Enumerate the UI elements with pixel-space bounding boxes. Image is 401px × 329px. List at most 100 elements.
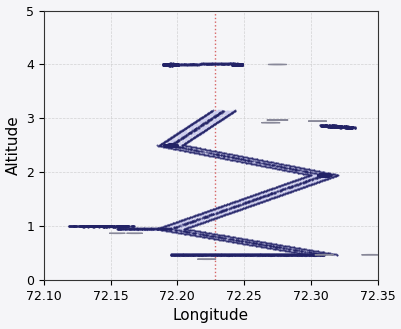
Point [254,243,261,248]
Point [220,253,226,258]
Point [178,145,185,150]
Point [167,144,173,149]
Point [206,252,212,258]
Point [170,252,176,258]
Point [198,115,204,120]
Point [223,154,229,160]
Point [217,61,223,66]
Point [245,158,251,163]
Point [190,252,196,257]
Point [244,253,251,258]
Point [253,159,260,164]
Point [233,202,239,207]
Point [304,168,311,173]
Point [163,144,169,149]
Point [231,252,237,257]
Point [294,253,300,258]
Point [316,173,323,178]
Point [181,230,187,235]
Point [199,124,206,129]
Point [146,226,152,232]
Point [115,227,122,232]
Point [212,212,218,217]
Point [310,252,316,258]
Point [240,160,246,165]
Point [207,61,213,66]
Point [203,147,209,152]
Point [151,226,157,231]
Point [249,240,255,246]
Point [165,62,172,67]
Point [296,252,303,257]
Point [251,197,257,202]
Point [252,243,259,248]
Point [226,239,233,244]
Point [268,252,275,258]
Point [252,157,259,162]
Point [278,164,285,170]
Point [304,172,310,177]
Point [194,252,200,257]
Point [169,63,175,68]
Point [162,143,169,149]
Point [170,229,177,235]
Point [256,240,263,245]
Point [170,62,177,67]
Point [264,162,271,167]
Point [307,172,313,178]
Point [311,170,317,176]
Point [190,252,196,257]
Point [170,141,177,146]
Point [182,229,188,234]
Point [235,202,241,207]
Point [311,252,317,257]
Point [150,226,156,232]
Point [168,62,174,67]
Point [194,233,200,238]
Point [284,252,290,257]
Point [261,240,267,245]
Point [224,61,230,66]
Point [169,139,175,144]
Point [250,197,256,202]
Point [185,225,191,230]
Point [174,61,180,66]
Point [148,226,154,231]
Point [269,252,275,257]
Point [248,252,254,258]
Point [288,163,294,168]
Point [326,171,333,176]
Point [237,153,244,158]
Point [295,170,302,175]
Point [229,209,236,214]
Point [302,253,308,258]
Point [333,123,340,128]
Point [202,121,209,126]
Point [277,185,283,190]
Point [190,131,196,136]
Point [229,110,235,115]
Point [200,252,206,257]
Point [276,166,282,172]
Point [252,194,258,200]
Point [102,224,108,229]
Point [202,61,208,66]
Point [170,140,176,145]
Point [280,165,287,170]
Point [223,61,229,66]
Point [233,239,239,244]
Point [196,252,202,257]
Point [255,195,261,200]
Point [203,120,209,126]
Point [221,61,227,66]
Point [316,172,322,178]
Point [105,223,112,229]
Point [224,235,230,240]
Point [220,61,227,66]
Point [164,61,171,66]
Point [278,183,284,188]
Point [267,252,274,257]
Point [287,247,293,252]
Point [179,217,185,223]
Point [211,214,217,219]
